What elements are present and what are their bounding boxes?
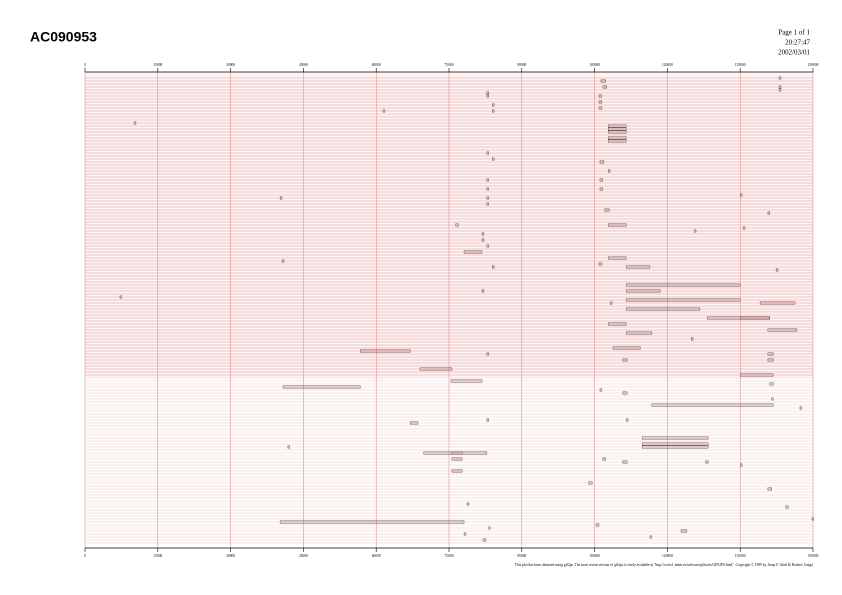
footer: This plot has been obtained using gff2ps… — [515, 562, 813, 567]
tick-label: 30000 — [226, 554, 235, 558]
tick-label: 60000 — [372, 63, 381, 67]
date: 2002/03/01 — [778, 49, 810, 57]
tick-label: 75000 — [445, 554, 454, 558]
tick-label: 15000 — [153, 63, 162, 67]
tick-label: 150000 — [808, 63, 819, 67]
tick-label: 30000 — [226, 63, 235, 67]
page-number: Page 1 of 1 — [778, 29, 810, 37]
tick-label: 105000 — [589, 554, 600, 558]
tick-label: 120000 — [662, 554, 673, 558]
tick-label: 90000 — [517, 554, 526, 558]
tick-label: 135000 — [735, 63, 746, 67]
tick-label: 75000 — [445, 63, 454, 67]
tick-label: 45000 — [299, 63, 308, 67]
tick-label: 105000 — [589, 63, 600, 67]
tick-label: 120000 — [662, 63, 673, 67]
tick-label: 150000 — [808, 554, 819, 558]
tick-label: 45000 — [299, 554, 308, 558]
tick-label: 0 — [84, 63, 86, 67]
title: AC090953 — [30, 29, 97, 45]
tick-label: 15000 — [153, 554, 162, 558]
tick-label: 135000 — [735, 554, 746, 558]
tick-label: 90000 — [517, 63, 526, 67]
tick-label: 0 — [84, 554, 86, 558]
time: 20:27:47 — [785, 39, 810, 47]
tick-label: 60000 — [372, 554, 381, 558]
